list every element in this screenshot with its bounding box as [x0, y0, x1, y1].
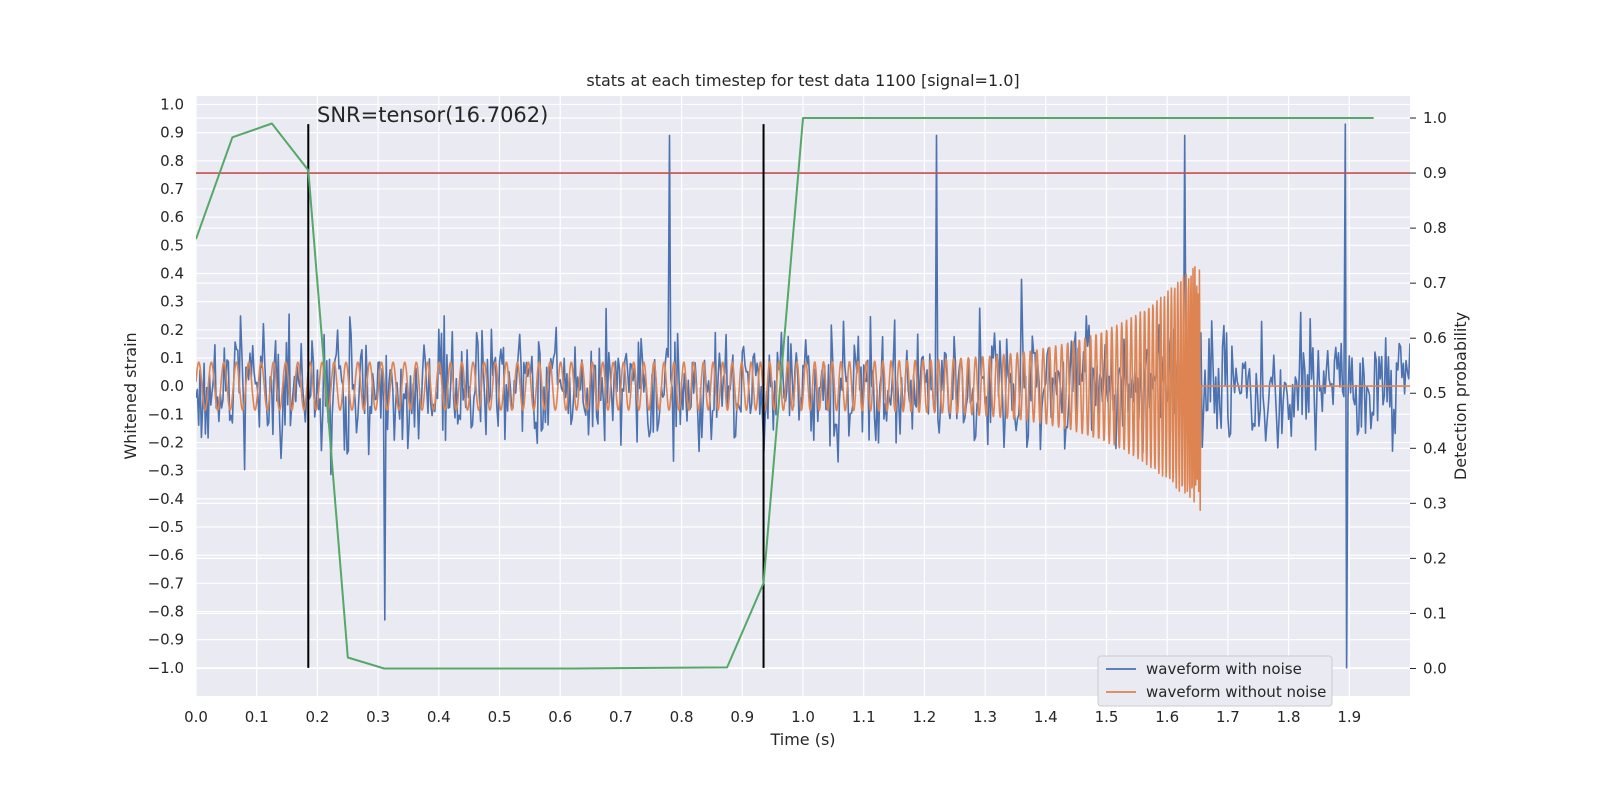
- y-tick-label: −0.4: [148, 490, 184, 508]
- x-axis-label: Time (s): [769, 730, 835, 749]
- y-tick-label: 1.0: [160, 95, 184, 113]
- x-tick-label: 0.5: [488, 708, 512, 726]
- y-tick-label: 0.3: [160, 293, 184, 311]
- y-tick-label: 0.1: [160, 349, 184, 367]
- legend-label-noise: waveform with noise: [1146, 660, 1302, 678]
- chart-title: stats at each timestep for test data 110…: [586, 71, 1019, 90]
- y-tick-label: 0.2: [160, 321, 184, 339]
- y2-tick-label: 0.6: [1423, 329, 1447, 347]
- x-tick-label: 0.4: [427, 708, 451, 726]
- legend-box: [1097, 655, 1333, 707]
- y-tick-label: 0.4: [160, 264, 184, 282]
- legend: waveform with noise waveform without noi…: [1097, 655, 1333, 707]
- x-tick-label: 0.8: [670, 708, 694, 726]
- y2-tick-label: 0.4: [1423, 439, 1447, 457]
- y2-tick-label: 1.0: [1423, 109, 1447, 127]
- x-tick-label: 1.9: [1337, 708, 1361, 726]
- x-tick-label: 1.6: [1155, 708, 1179, 726]
- y-tick-label: 0.5: [160, 236, 184, 254]
- y2-tick-label: 0.5: [1423, 384, 1447, 402]
- y-tick-label: −0.7: [148, 574, 184, 592]
- y2-axis-label: Detection probability: [1451, 312, 1470, 480]
- y-tick-label: 0.8: [160, 152, 184, 170]
- series-line-noise: [196, 123, 1410, 669]
- x-tick-label: 1.5: [1095, 708, 1119, 726]
- x-tick-label: 1.0: [791, 708, 815, 726]
- y2-tick-label: 0.3: [1423, 494, 1447, 512]
- y-axis-label: Whitened strain: [121, 332, 140, 459]
- y2-tick-label: 0.8: [1423, 219, 1447, 237]
- x-tick-label: 1.3: [973, 708, 997, 726]
- y-tick-label: 0.6: [160, 208, 184, 226]
- y-tick-label: −0.9: [148, 631, 184, 649]
- x-tick-label: 1.7: [1216, 708, 1240, 726]
- y-tick-label: −1.0: [148, 659, 184, 677]
- x-tick-label: 0.1: [245, 708, 269, 726]
- y-tick-label: −0.6: [148, 546, 184, 564]
- y-tick-label: −0.5: [148, 518, 184, 536]
- y-tick-label: 0.7: [160, 180, 184, 198]
- x-tick-label: 1.4: [1034, 708, 1058, 726]
- x-tick-label: 0.3: [366, 708, 390, 726]
- x-tick-label: 0.2: [305, 708, 329, 726]
- y2-ticks: 0.0 0.1 0.2 0.3 0.4 0.5 0.6 0.7 0.8 0.9 1.0: [1410, 109, 1447, 677]
- x-tick-label: 1.2: [912, 708, 936, 726]
- y-tick-label: −0.2: [148, 433, 184, 451]
- x-tick-label: 0.7: [609, 708, 633, 726]
- y2-tick-label: 0.9: [1423, 164, 1447, 182]
- x-tick-label: 0.0: [184, 708, 208, 726]
- y-tick-label: −0.1: [148, 405, 184, 423]
- y-tick-label: 0.9: [160, 124, 184, 142]
- legend-label-clean: waveform without noise: [1146, 683, 1326, 701]
- series-layer: [196, 117, 1410, 670]
- y2-tick-label: 0.2: [1423, 549, 1447, 567]
- snr-annotation: SNR=tensor(16.7062): [317, 103, 548, 127]
- y-ticks: −1.0 −0.9 −0.8 −0.7 −0.6 −0.5 −0.4 −0.3 −0.2 −0.1…: [148, 95, 184, 676]
- x-tick-label: 1.1: [852, 708, 876, 726]
- x-tick-label: 0.9: [730, 708, 754, 726]
- y2-tick-label: 0.1: [1423, 604, 1447, 622]
- y2-tick-label: 0.0: [1423, 659, 1447, 677]
- y-tick-label: −0.3: [148, 462, 184, 480]
- x-tick-label: 1.8: [1277, 708, 1301, 726]
- y-tick-label: −0.8: [148, 602, 184, 620]
- series-line-clean: [196, 265, 1410, 512]
- y-tick-label: 0.0: [160, 377, 184, 395]
- x-ticks: 0.0 0.1 0.2 0.3 0.4 0.5 0.6 0.7 0.8 0.9 1.0 1.1 1.2 1…: [184, 708, 1361, 726]
- x-tick-label: 0.6: [548, 708, 572, 726]
- y2-tick-label: 0.7: [1423, 274, 1447, 292]
